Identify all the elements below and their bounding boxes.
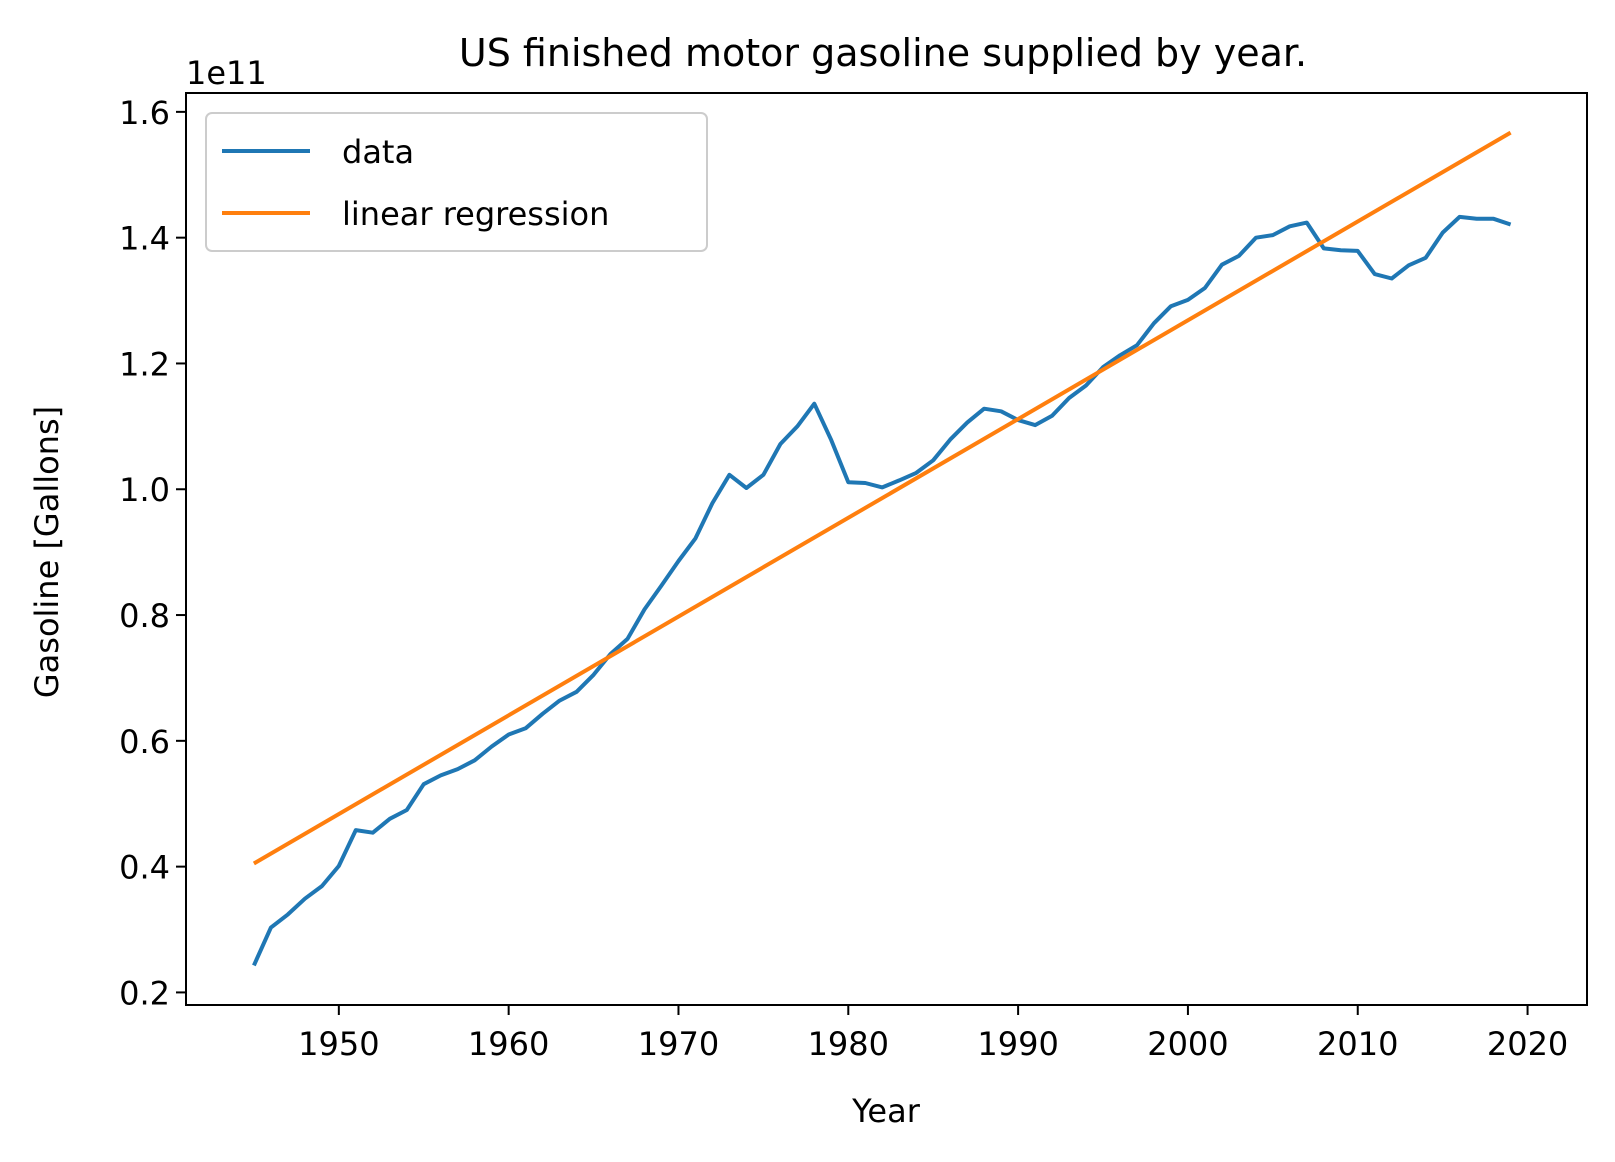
x-tick-label: 1950 [298,1025,379,1063]
y-tick-label: 1.2 [119,345,170,383]
x-axis-ticks: 1950 1960 1970 1980 1990 2000 2010 2020 [298,1005,1568,1063]
x-tick-label: 1970 [638,1025,719,1063]
x-tick-label: 2000 [1147,1025,1228,1063]
x-tick-label: 2020 [1487,1025,1568,1063]
y-tick-label: 0.6 [119,723,170,761]
x-tick-label: 1980 [808,1025,889,1063]
x-tick-label: 1990 [977,1025,1058,1063]
legend-label-data: data [342,133,414,171]
legend-box [205,112,708,252]
y-tick-label: 1.6 [119,94,170,132]
y-tick-label: 1.0 [119,471,170,509]
chart-title: US finished motor gasoline supplied by y… [459,31,1307,75]
y-tick-label: 0.4 [119,849,170,887]
y-tick-label: 0.2 [119,974,170,1012]
y-tick-label: 0.8 [119,597,170,635]
x-tick-label: 1960 [468,1025,549,1063]
plot-area [252,130,1512,967]
legend-label-linear-regression: linear regression [342,195,609,233]
x-axis-label: Year [851,1092,921,1130]
x-tick-label: 2010 [1317,1025,1398,1063]
series-line-linear-regression [252,130,1512,866]
legend: data linear regression [205,112,708,252]
series-line-data [252,214,1512,967]
y-axis-label: Gasoline [Gallons] [28,406,66,698]
y-offset-label: 1e11 [186,54,267,92]
plot-frame [185,92,1588,1006]
y-tick-label: 1.4 [119,220,170,258]
y-axis-ticks: 0.2 0.4 0.6 0.8 1.0 1.2 1.4 1.6 [119,94,186,1012]
